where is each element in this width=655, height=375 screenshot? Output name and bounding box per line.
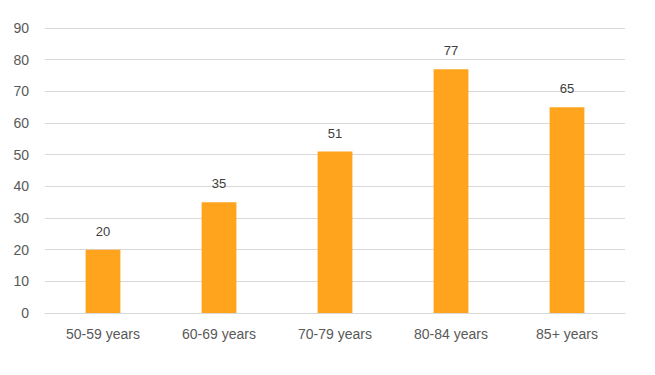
svg-text:80-84 years: 80-84 years (414, 326, 488, 342)
svg-text:51: 51 (328, 126, 342, 141)
svg-text:77: 77 (444, 43, 458, 58)
svg-text:50-59 years: 50-59 years (66, 326, 140, 342)
svg-text:90: 90 (13, 20, 29, 36)
svg-text:70-79 years: 70-79 years (298, 326, 372, 342)
svg-text:65: 65 (560, 81, 574, 96)
svg-text:20: 20 (96, 224, 110, 239)
svg-text:50: 50 (13, 147, 29, 163)
svg-text:80: 80 (13, 52, 29, 68)
svg-text:70: 70 (13, 83, 29, 99)
svg-text:10: 10 (13, 273, 29, 289)
svg-text:40: 40 (13, 178, 29, 194)
svg-text:85+ years: 85+ years (536, 326, 598, 342)
svg-text:60-69 years: 60-69 years (182, 326, 256, 342)
svg-text:30: 30 (13, 210, 29, 226)
svg-text:20: 20 (13, 242, 29, 258)
svg-text:60: 60 (13, 115, 29, 131)
svg-text:0: 0 (21, 305, 29, 321)
svg-text:35: 35 (212, 176, 226, 191)
